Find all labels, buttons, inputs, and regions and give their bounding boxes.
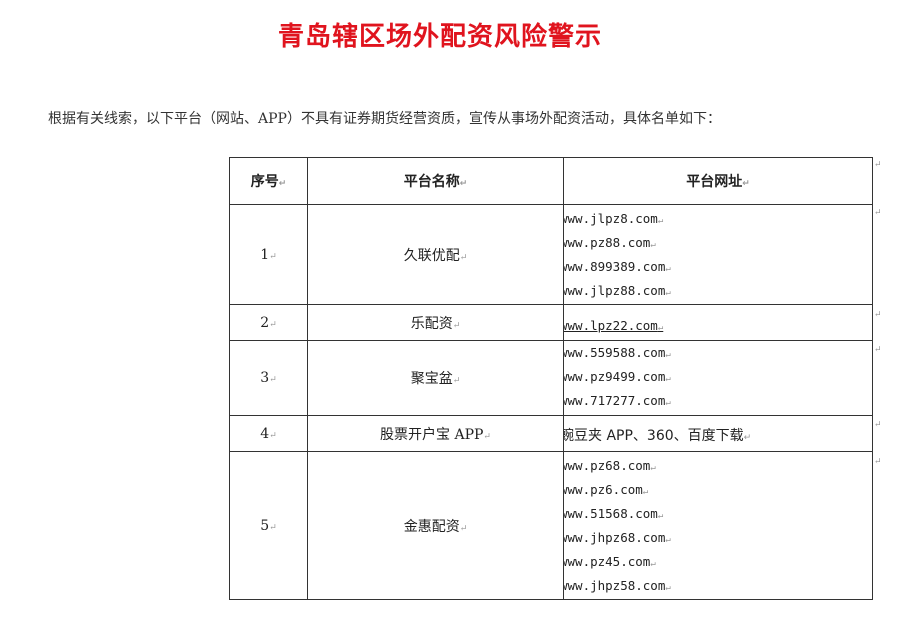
url-link[interactable]: www.pz9499.com bbox=[565, 365, 872, 389]
table-row: 5 金惠配资 www.pz68.com www.pz6.com www.5156… bbox=[229, 451, 873, 600]
cell-name: 股票开户宝 APP bbox=[307, 415, 564, 452]
cell-no: 4 bbox=[229, 415, 308, 452]
header-url: 平台网址 bbox=[563, 157, 873, 205]
url-link[interactable]: www.jlpz8.com bbox=[565, 207, 872, 231]
download-source: 豌豆夹 APP、360、百度下载 bbox=[565, 424, 872, 448]
header-name: 平台名称 bbox=[307, 157, 564, 205]
cell-name: 聚宝盆 bbox=[307, 340, 564, 416]
table-row: 1 久联优配 www.jlpz8.com www.pz88.com www.89… bbox=[229, 204, 873, 305]
return-mark-icon: ↵ bbox=[874, 345, 882, 355]
platform-table: 序号 平台名称 平台网址 1 久联优配 www.jlpz8.com www.pz… bbox=[229, 157, 873, 600]
cell-urls: www.559588.com www.pz9499.com www.717277… bbox=[563, 340, 873, 416]
cell-urls: www.lpz22.com bbox=[563, 304, 873, 341]
url-link[interactable]: www.jhpz58.com bbox=[565, 574, 872, 598]
return-mark-icon: ↵ bbox=[874, 160, 882, 170]
cell-no: 2 bbox=[229, 304, 308, 341]
return-mark-icon: ↵ bbox=[874, 310, 882, 320]
cell-no: 3 bbox=[229, 340, 308, 416]
cell-urls: 豌豆夹 APP、360、百度下载 bbox=[563, 415, 873, 452]
cell-name: 乐配资 bbox=[307, 304, 564, 341]
url-link[interactable]: www.899389.com bbox=[565, 255, 872, 279]
table-row: 2 乐配资 www.lpz22.com bbox=[229, 304, 873, 341]
url-link[interactable]: www.jlpz88.com bbox=[565, 279, 872, 303]
return-mark-icon: ↵ bbox=[874, 420, 882, 430]
url-link[interactable]: www.717277.com bbox=[565, 389, 872, 413]
cell-urls: www.jlpz8.com www.pz88.com www.899389.co… bbox=[563, 204, 873, 305]
cell-name: 金惠配资 bbox=[307, 451, 564, 600]
url-link[interactable]: www.559588.com bbox=[565, 342, 872, 366]
cell-no: 1 bbox=[229, 204, 308, 305]
cell-urls: www.pz68.com www.pz6.com www.51568.com w… bbox=[563, 451, 873, 600]
url-link[interactable]: www.pz6.com bbox=[565, 478, 872, 502]
url-link[interactable]: www.pz45.com bbox=[565, 550, 872, 574]
table-row: 3 聚宝盆 www.559588.com www.pz9499.com www.… bbox=[229, 340, 873, 416]
page-title: 青岛辖区场外配资风险警示 bbox=[277, 22, 602, 52]
header-no: 序号 bbox=[229, 157, 308, 205]
return-mark-icon: ↵ bbox=[874, 208, 882, 218]
table-header-row: 序号 平台名称 平台网址 bbox=[229, 157, 873, 205]
url-link[interactable]: www.pz88.com bbox=[565, 231, 872, 255]
url-link[interactable]: www.pz68.com bbox=[565, 454, 872, 478]
url-link[interactable]: www.51568.com bbox=[565, 502, 872, 526]
table-row: 4 股票开户宝 APP 豌豆夹 APP、360、百度下载 bbox=[229, 415, 873, 452]
return-mark-icon: ↵ bbox=[874, 457, 882, 467]
cell-name: 久联优配 bbox=[307, 204, 564, 305]
cell-no: 5 bbox=[229, 451, 308, 600]
url-link[interactable]: www.jhpz68.com bbox=[565, 526, 872, 550]
intro-paragraph: 根据有关线索，以下平台（网站、APP）不具有证券期货经营资质，宣传从事场外配资活… bbox=[48, 111, 721, 127]
url-link[interactable]: www.lpz22.com bbox=[565, 314, 872, 338]
